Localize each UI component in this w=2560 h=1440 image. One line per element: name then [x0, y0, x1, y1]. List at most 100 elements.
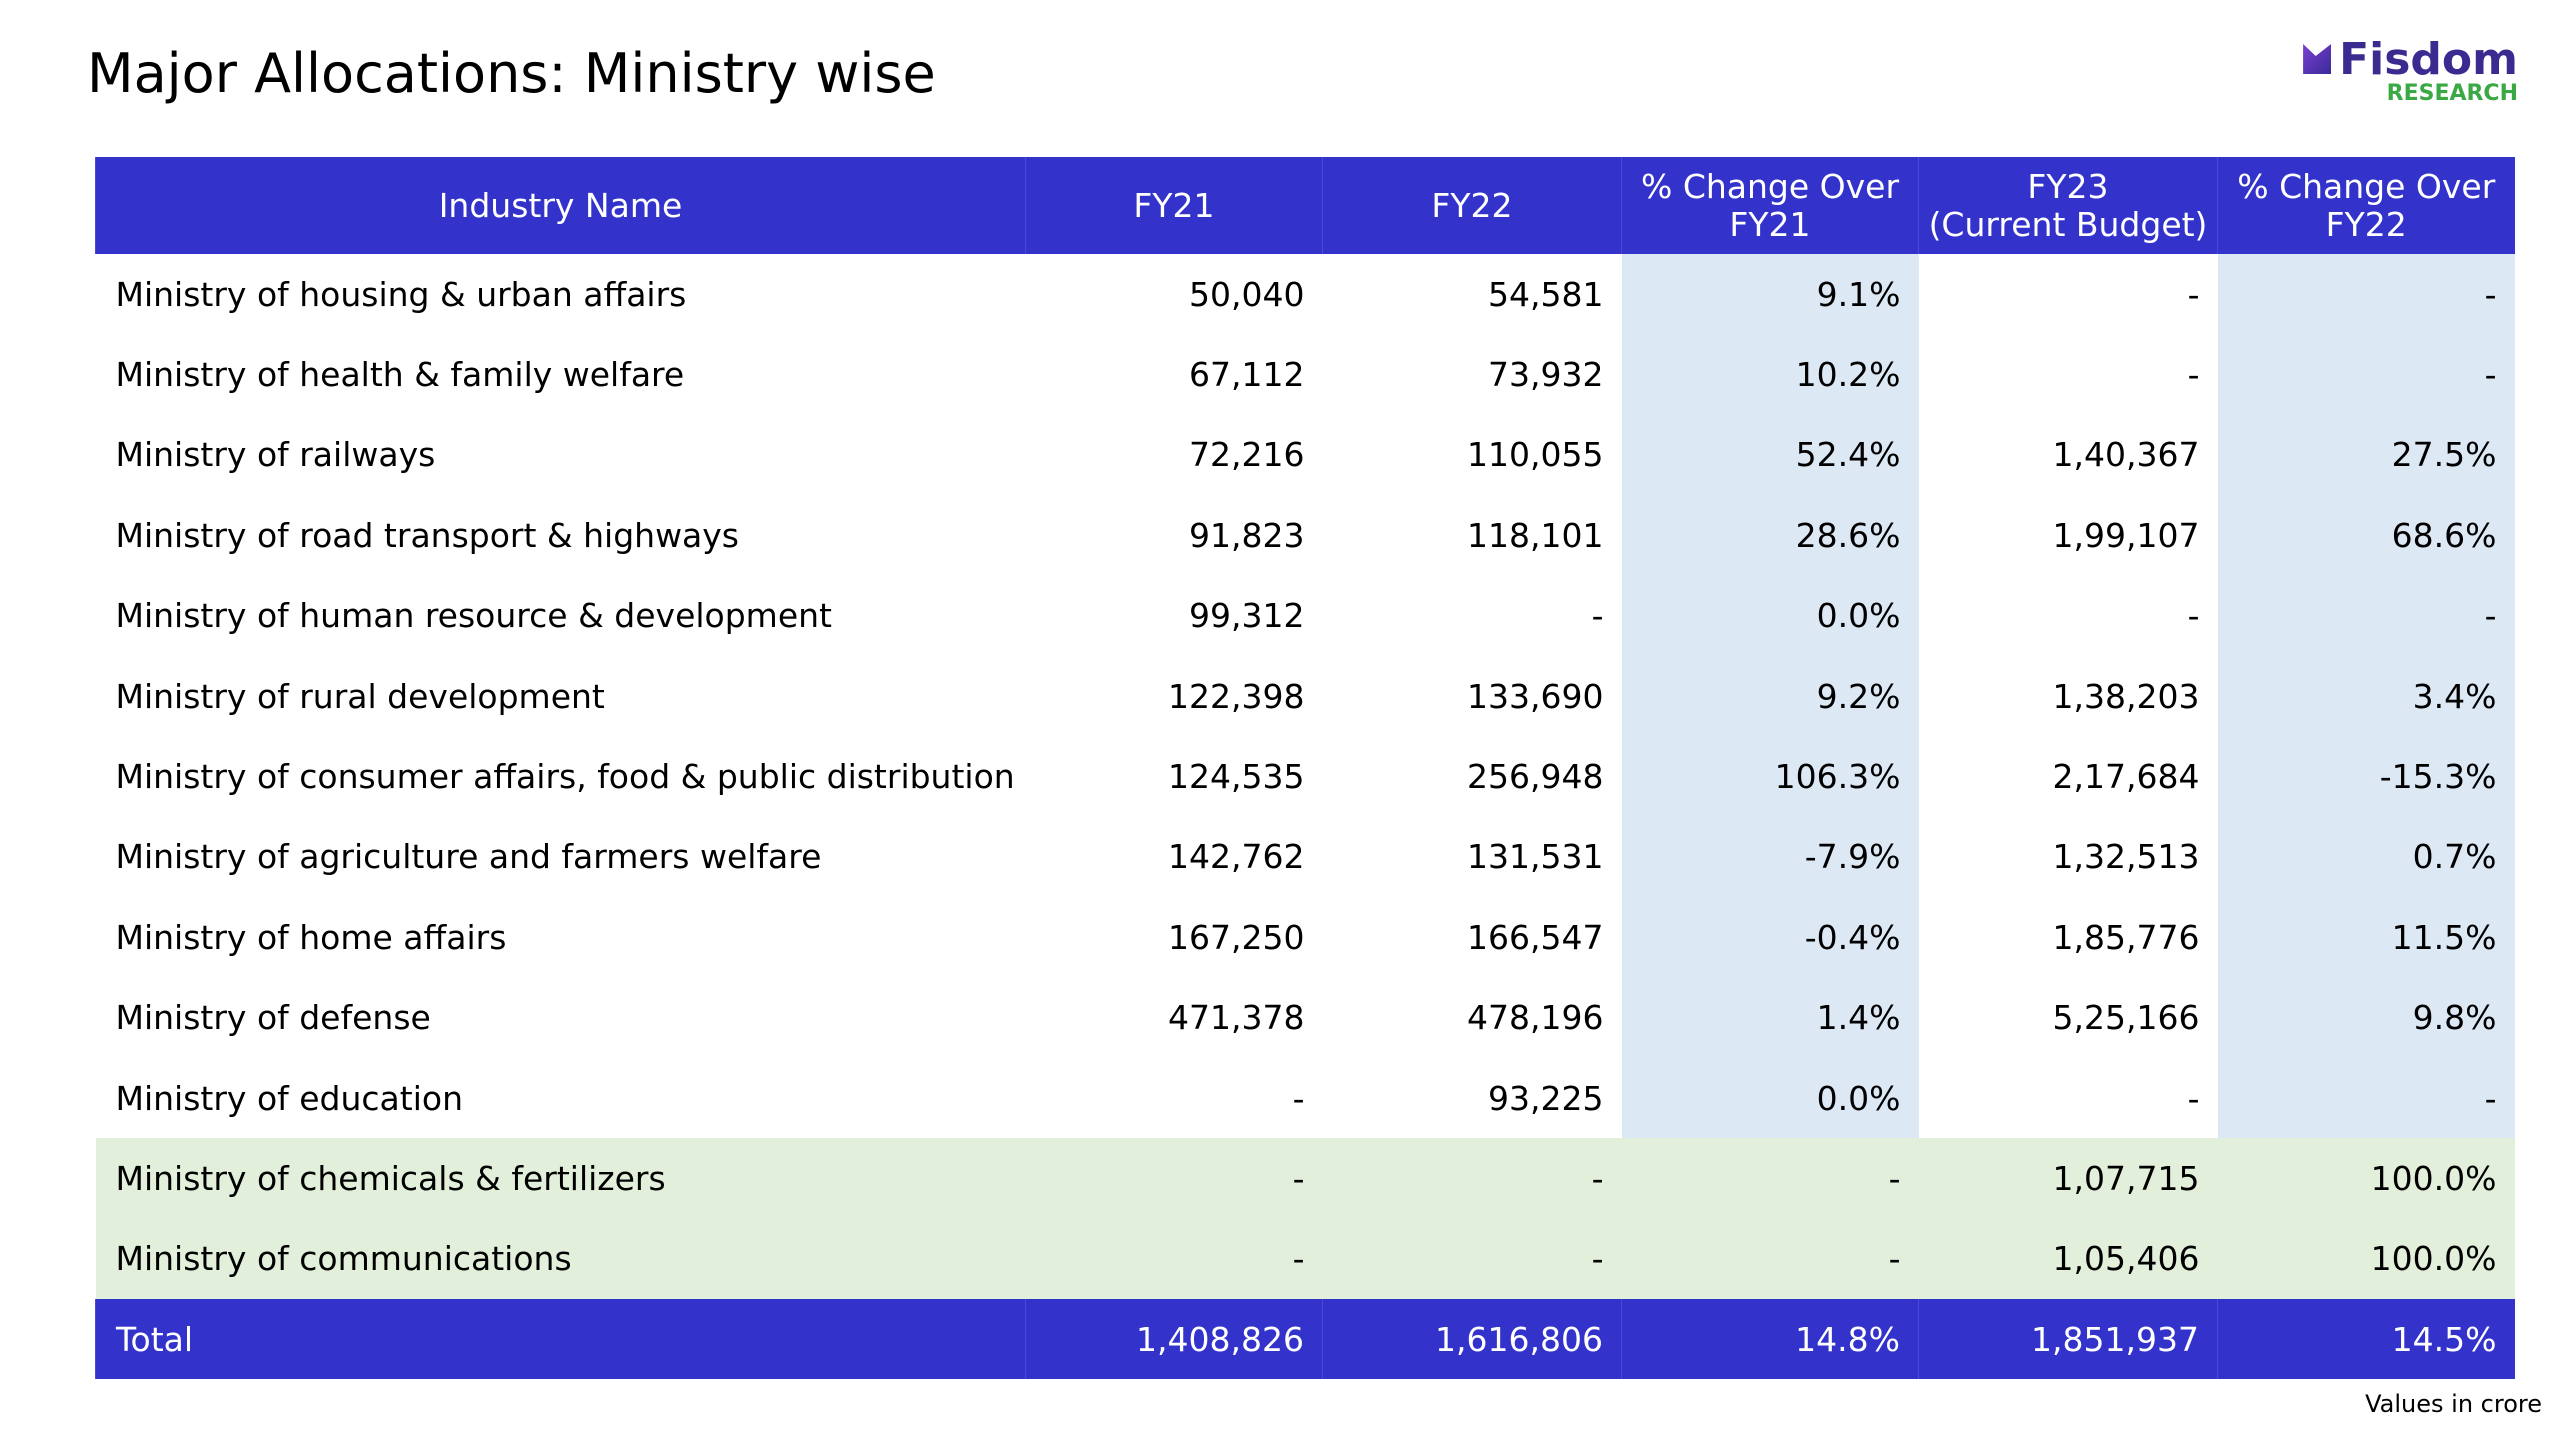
header-line: % Change Over: [2237, 166, 2496, 206]
table-cell: Ministry of defense: [115, 998, 431, 1038]
table-cell: 110,055: [1467, 435, 1604, 475]
table-cell: 91,823: [1189, 515, 1305, 555]
table-cell: 11.5%: [2217, 897, 2515, 978]
table-cell: 478,196: [1467, 998, 1604, 1038]
table-row: Ministry of agriculture and farmers welf…: [96, 816, 2515, 898]
table-cell: -: [2187, 596, 2200, 636]
header-line: FY22: [1431, 185, 1513, 225]
table-row: Ministry of railways 72,216 110,055 52.4% 1,…: [96, 414, 2515, 496]
table-row: Ministry of human resource & development…: [96, 575, 2515, 656]
table-cell: 166,547: [1467, 917, 1604, 957]
title: Major Allocations: Ministry wise: [87, 42, 936, 105]
table-cell: -: [1591, 596, 1604, 636]
table-cell: 9.1%: [1621, 254, 1919, 335]
header-line: (Current Budget): [1928, 204, 2208, 244]
total-cell: Total: [95, 1299, 1026, 1380]
table-cell: 100.0%: [2217, 1218, 2515, 1300]
column-header: FY21: [1025, 157, 1323, 254]
table-cell: 1,38,203: [2052, 676, 2200, 716]
table-cell: 50,040: [1189, 274, 1305, 314]
column-header: FY23 (Current Budget): [1918, 157, 2218, 254]
header-line: FY21: [1133, 185, 1215, 225]
total-cell: 1,616,806: [1322, 1299, 1622, 1380]
table-cell: 256,948: [1467, 757, 1604, 797]
table-cell: Ministry of communications: [95, 1218, 1026, 1300]
table-row: Ministry of defense 471,378 478,196 1.4% 5,2…: [96, 977, 2515, 1058]
column-header: FY22: [1322, 157, 1622, 254]
total-row: Total 1,408,826 1,616,806 14.8% 1,851,937 14.…: [95, 1299, 2515, 1380]
table-row: Ministry of home affairs 167,250 166,547 -0…: [96, 897, 2515, 978]
total-cell: 1,408,826: [1025, 1299, 1323, 1380]
table-cell: 0.0%: [1621, 575, 1919, 656]
table-cell: Ministry of rural development: [115, 676, 605, 716]
column-header: Industry Name: [95, 157, 1026, 254]
table-cell: 72,216: [1189, 435, 1305, 475]
table-cell: Ministry of home affairs: [115, 917, 507, 957]
table-cell: 1,05,406: [1918, 1218, 2218, 1300]
table-cell: 133,690: [1467, 676, 1604, 716]
table-cell: -: [2217, 1057, 2515, 1139]
table-cell: -: [2187, 355, 2200, 395]
table-row: Ministry of housing & urban affairs 50,04…: [96, 254, 2515, 335]
table-cell: 99,312: [1189, 596, 1305, 636]
table-cell: 142,762: [1168, 837, 1305, 877]
header-row: Industry Name FY21 FY22% Change Over FY21 FY…: [95, 157, 2515, 254]
table-cell: 0.7%: [2217, 816, 2515, 898]
table-cell: -: [1322, 1218, 1622, 1300]
table-cell: -0.4%: [1621, 897, 1919, 978]
logo-name: Fisdom: [2303, 34, 2518, 85]
header-line: FY21: [1729, 204, 1811, 244]
total-cell: 1,851,937: [1918, 1299, 2218, 1380]
header-line: Industry Name: [438, 185, 683, 225]
table-cell: -: [1322, 1138, 1622, 1219]
header-line: % Change Over: [1640, 166, 1900, 206]
table-cell: 167,250: [1168, 917, 1305, 957]
logo: Fisdom RESEARCH: [2303, 34, 2518, 106]
table-cell: 68.6%: [2217, 495, 2515, 576]
table-cell: 106.3%: [1621, 736, 1919, 817]
table-cell: Ministry of chemicals & fertilizers: [95, 1138, 1026, 1219]
table-cell: Ministry of housing & urban affairs: [115, 274, 687, 314]
total-cell: 14.8%: [1621, 1299, 1919, 1380]
table-cell: -: [1025, 1138, 1323, 1219]
table-row: Ministry of education -93,225 0.0% - -: [96, 1057, 2515, 1139]
header-line: FY23: [2027, 166, 2109, 206]
table-cell: 9.2%: [1621, 655, 1919, 737]
table-cell: -: [2217, 254, 2515, 335]
table-cell: 27.5%: [2217, 414, 2515, 496]
header-line: FY22: [2325, 204, 2407, 244]
column-header: % Change Over FY21: [1621, 157, 1919, 254]
table-cell: 1,07,715: [1918, 1138, 2218, 1219]
table-cell: 1,40,367: [2052, 435, 2200, 475]
table-cell: -: [2187, 274, 2200, 314]
table-cell: -: [1025, 1218, 1323, 1300]
table-cell: 1,99,107: [2052, 515, 2200, 555]
table-cell: Ministry of education: [115, 1078, 463, 1118]
table-cell: -: [1292, 1078, 1305, 1118]
table-cell: Ministry of agriculture and farmers welf…: [115, 837, 822, 877]
table-cell: 3.4%: [2217, 655, 2515, 737]
table-cell: 93,225: [1488, 1078, 1604, 1118]
table-row: Ministry of communications - - -1,05,406 100…: [95, 1218, 2515, 1300]
table-cell: -: [1621, 1138, 1919, 1219]
column-header: % Change Over FY22: [2217, 157, 2515, 254]
table-cell: 2,17,684: [2052, 757, 2200, 797]
table-cell: Ministry of consumer affairs, food & pub…: [115, 757, 1015, 797]
table-cell: Ministry of health & family welfare: [115, 355, 685, 395]
table-cell: Ministry of railways: [115, 435, 436, 475]
table-cell: -: [2217, 575, 2515, 656]
table-cell: Ministry of human resource & development: [115, 596, 832, 636]
table-cell: 52.4%: [1621, 414, 1919, 496]
table-cell: 10.2%: [1621, 334, 1919, 415]
table-cell: 100.0%: [2217, 1138, 2515, 1219]
table-cell: 1.4%: [1621, 977, 1919, 1058]
table-cell: 131,531: [1467, 837, 1604, 877]
table-cell: 73,932: [1488, 355, 1604, 395]
table-cell: 1,32,513: [2052, 837, 2200, 877]
table-cell: Ministry of road transport & highways: [115, 515, 740, 555]
table-cell: 67,112: [1189, 355, 1305, 395]
table-row: Ministry of consumer affairs, food & pub…: [96, 736, 2515, 817]
table-row: Ministry of health & family welfare 67,11…: [96, 334, 2515, 415]
footnote: Values in crore: [2365, 1390, 2542, 1418]
